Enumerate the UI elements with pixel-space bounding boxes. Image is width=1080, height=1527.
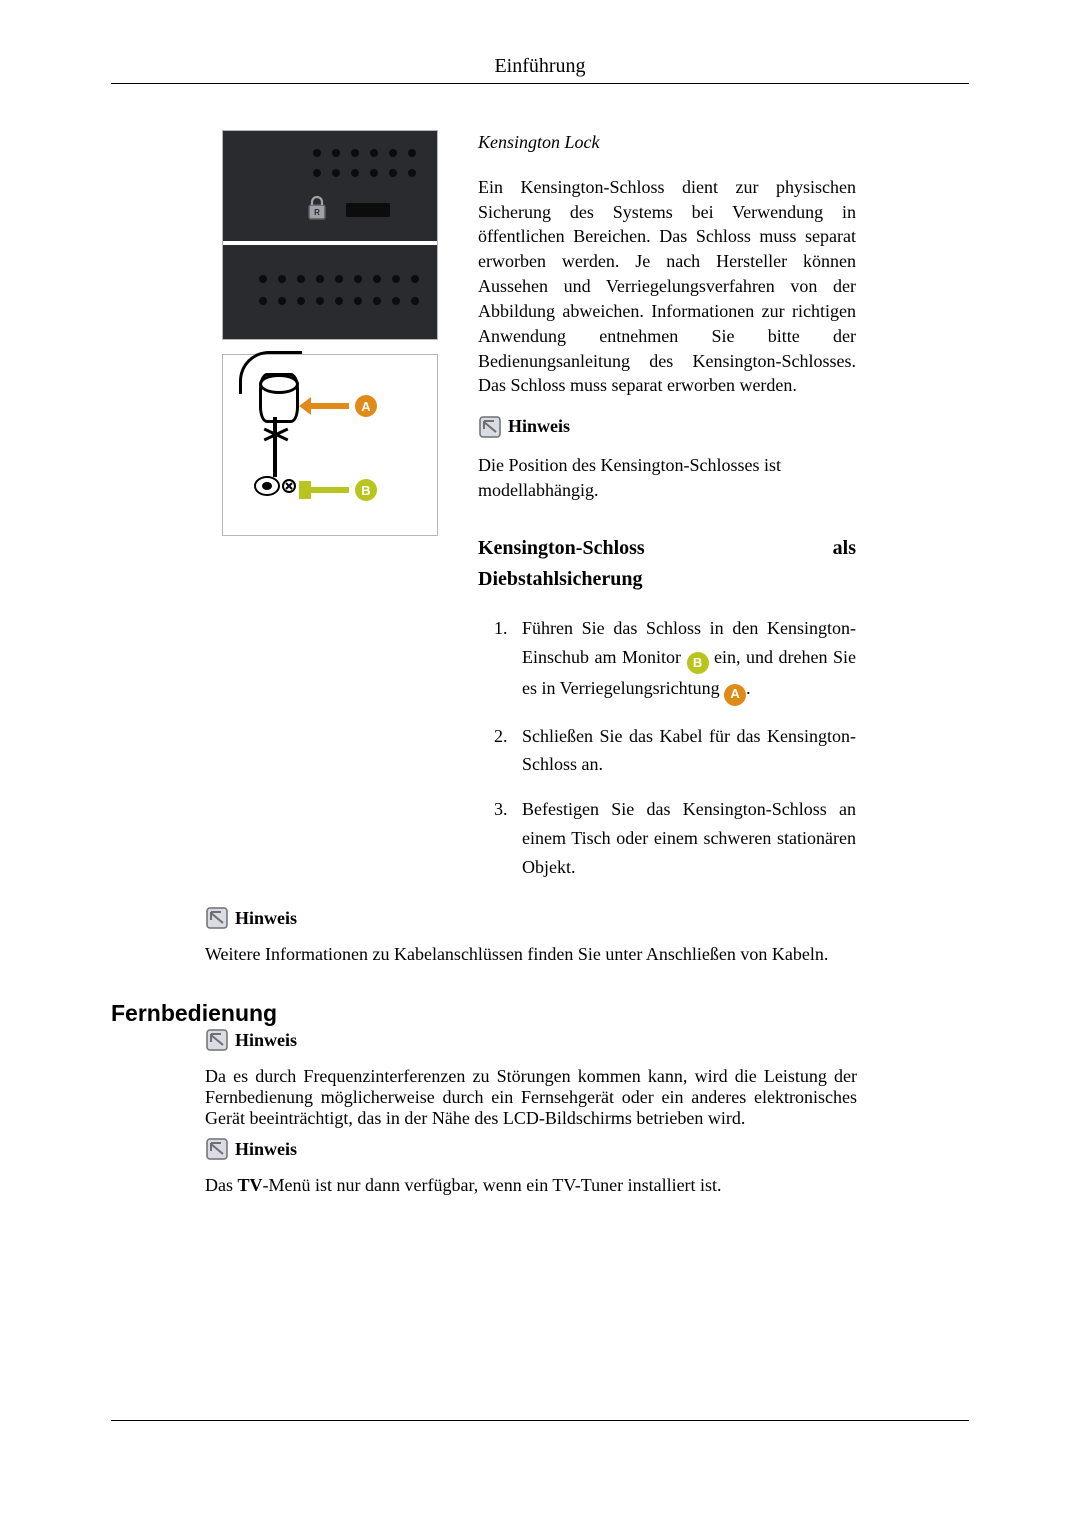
svg-text:R: R — [314, 208, 320, 217]
figure-caption: Kensington Lock — [478, 130, 856, 155]
figure-column: R — [222, 130, 452, 536]
note-1: Hinweis — [478, 414, 856, 439]
section-heading-remote: Fernbedienung — [111, 1000, 277, 1027]
note-3-body: Da es durch Frequenzinterferenzen zu Stö… — [205, 1066, 857, 1129]
note-3-label: Hinweis — [235, 1030, 297, 1051]
note-4-bold: TV — [238, 1175, 263, 1195]
badge-b-inline-icon: B — [687, 652, 709, 674]
subheading-line1: Kensington-Schloss als — [478, 535, 856, 563]
note-icon — [205, 1028, 229, 1052]
step-1: Führen Sie das Schloss in den Kensington… — [512, 614, 856, 706]
note-icon — [205, 1137, 229, 1161]
rule-bottom — [111, 1420, 969, 1421]
kensington-slot-icon — [346, 203, 390, 217]
note-3: Hinweis — [205, 1028, 857, 1052]
note-4: Hinweis — [205, 1137, 857, 1161]
note-4-label: Hinweis — [235, 1139, 297, 1160]
note-icon — [478, 415, 502, 439]
lock-icon: R — [307, 195, 327, 221]
subheading-line2: Diebstahlsicherung — [478, 566, 856, 594]
note-1-body: Die Position des Kensington-Schlosses is… — [478, 453, 856, 503]
badge-b-icon: B — [355, 479, 377, 501]
right-text-column: Kensington Lock Ein Kensington-Schloss d… — [478, 130, 856, 898]
document-page: Einführung R — [0, 0, 1080, 1527]
note-4-post: -Menü ist nur dann verfügbar, wenn ein T… — [263, 1175, 722, 1195]
note-2: Hinweis — [205, 906, 857, 930]
kensington-body: Ein Kensington-Schloss dient zur physisc… — [478, 175, 856, 398]
figure-kensington-panel: R — [222, 130, 438, 340]
page-header-title: Einführung — [0, 55, 1080, 78]
figure1-panel-top: R — [223, 131, 437, 243]
arrow-b: B — [309, 479, 377, 501]
figure-lock-diagram: A B — [222, 354, 438, 536]
note-1-label: Hinweis — [508, 414, 570, 439]
note-3-block: Hinweis Da es durch Frequenzinterferenze… — [205, 1028, 857, 1212]
note-2-label: Hinweis — [235, 908, 297, 929]
badge-a-icon: A — [355, 395, 377, 417]
note-4-body: Das TV-Menü ist nur dann verfügbar, wenn… — [205, 1175, 857, 1196]
step-1-post: . — [746, 678, 751, 698]
note-2-block: Hinweis Weitere Informationen zu Kabelan… — [205, 906, 857, 981]
steps-list: Führen Sie das Schloss in den Kensington… — [478, 614, 856, 882]
note-2-body: Weitere Informationen zu Kabelanschlüsse… — [205, 944, 857, 965]
badge-a-inline-icon: A — [724, 684, 746, 706]
note-icon — [205, 906, 229, 930]
lock-base-icon — [253, 475, 301, 497]
figure1-panel-bottom — [223, 241, 437, 339]
note-4-pre: Das — [205, 1175, 238, 1195]
step-2: Schließen Sie das Kabel für das Kensingt… — [512, 722, 856, 780]
step-3: Befestigen Sie das Kensington-Schloss an… — [512, 795, 856, 881]
rule-top — [111, 83, 969, 84]
arrow-a: A — [309, 395, 377, 417]
